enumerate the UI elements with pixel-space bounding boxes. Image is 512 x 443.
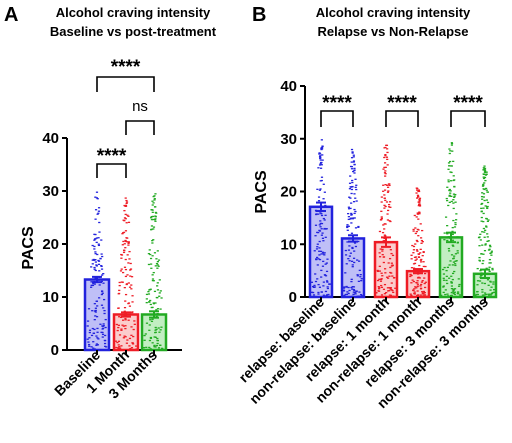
panel-a-bar-2 — [140, 313, 168, 352]
panel-a-label: A — [4, 4, 18, 26]
panel-a-y-tick-label: 20 — [42, 236, 59, 253]
panel-b-points-3 — [408, 187, 429, 298]
panel-a-points-0 — [86, 191, 108, 351]
panel-b-errorbar-1 — [348, 234, 358, 243]
panel-b-points-5 — [474, 165, 496, 298]
panel-a-title-line1: Alcohol craving intensity — [56, 5, 211, 20]
panel-a-significance-bracket-1: ns — [125, 98, 155, 135]
panel-b-points-2 — [375, 144, 397, 298]
panel-a-y-axis-label: PACS — [20, 226, 37, 270]
panel-a-y-tick-label: 0 — [51, 342, 59, 359]
panel-b-errorbar-0 — [316, 201, 326, 213]
panel-a-y-tick-label: 30 — [42, 183, 59, 200]
panel-b-errorbar-4 — [446, 231, 456, 244]
panel-b-errorbar-2 — [381, 236, 391, 248]
panel-b-significance-label-1: **** — [387, 93, 417, 114]
panel-a-significance-bracket-0: **** — [96, 146, 127, 178]
panel-a-errorbar-1 — [121, 311, 131, 318]
panel-b-significance-bracket-1: **** — [385, 93, 419, 127]
panel-b-points-4 — [440, 142, 462, 298]
panel-b-y-tick-label: 0 — [289, 289, 297, 306]
panel-a-errorbar-0 — [92, 275, 102, 284]
panel-a-significance-label-0: **** — [97, 146, 127, 167]
panel-b-significance-label-0: **** — [322, 93, 352, 114]
panel-a-y-tick-label: 40 — [42, 130, 59, 147]
panel-a-points-1 — [114, 197, 138, 351]
panel-b-errorbar-5 — [480, 268, 490, 280]
panel-b-errorbar-3 — [413, 268, 423, 275]
panel-a-y-tick-label: 10 — [42, 289, 59, 306]
panel-b-y-axis-label: PACS — [253, 170, 270, 214]
panel-a-title-line2: Baseline vs post-treatment — [50, 24, 217, 39]
panel-b-y-tick-label: 10 — [280, 236, 297, 253]
panel-b-significance-bracket-2: **** — [450, 93, 486, 127]
panel-b-y-tick-label: 40 — [280, 78, 297, 95]
panel-a-significance-bracket-2: **** — [96, 57, 155, 92]
panel-a-errorbar-2 — [149, 310, 159, 319]
panel-b-significance-bracket-0: **** — [320, 93, 354, 127]
panel-a-significance-label-1: ns — [132, 98, 148, 115]
panel-b-points-1 — [342, 148, 363, 298]
panel-b-y-tick-label: 30 — [280, 131, 297, 148]
panel-b-label: B — [252, 4, 266, 26]
panel-b-title-line2: Relapse vs Non-Relapse — [317, 24, 468, 39]
panel-b-significance-label-2: **** — [453, 93, 483, 114]
panel-a-significance-label-2: **** — [111, 57, 141, 78]
panel-a-points-2 — [142, 193, 165, 351]
panel-b-y-tick-label: 20 — [280, 184, 297, 201]
panel-b-title-line1: Alcohol craving intensity — [316, 5, 471, 20]
